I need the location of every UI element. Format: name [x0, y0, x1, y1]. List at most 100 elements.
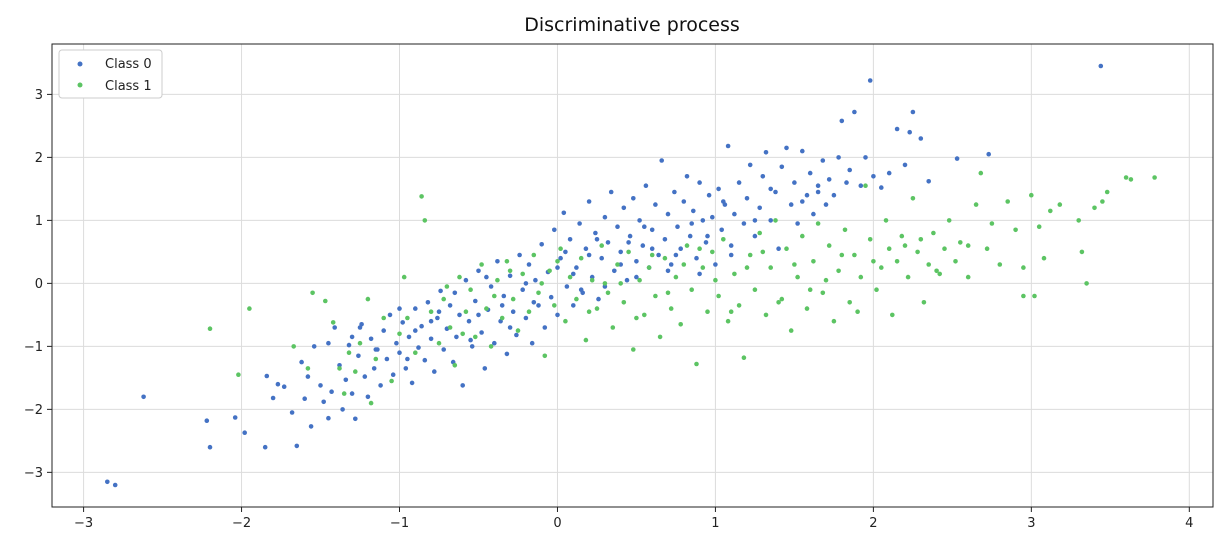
data-point-class-0 [689, 221, 694, 226]
data-point-class-1 [879, 265, 884, 270]
data-point-class-0 [520, 287, 525, 293]
data-point-class-1 [495, 277, 500, 283]
data-point-class-0 [752, 233, 758, 239]
data-point-class-0 [507, 273, 513, 279]
data-point-class-1 [886, 246, 892, 251]
legend-box [58, 49, 163, 99]
data-point-class-0 [466, 318, 472, 324]
x-tick-label: 1 [711, 516, 719, 531]
data-point-class-1 [847, 300, 852, 305]
series-class-1 [207, 170, 1157, 406]
data-point-class-1 [1029, 192, 1034, 198]
data-point-class-0 [368, 336, 374, 342]
data-point-class-0 [275, 381, 281, 387]
data-point-class-1 [965, 274, 971, 280]
data-point-class-0 [561, 210, 567, 216]
data-point-class-1 [842, 227, 848, 233]
data-point-class-0 [820, 158, 826, 163]
data-point-class-1 [804, 306, 810, 311]
data-point-class-0 [618, 262, 623, 267]
data-point-class-1 [958, 240, 963, 245]
legend: Class 0 Class 1 [58, 49, 163, 99]
data-point-class-1 [871, 259, 876, 264]
data-point-class-1 [713, 277, 718, 283]
data-point-class-0 [732, 211, 737, 217]
data-point-class-0 [618, 249, 623, 255]
data-point-class-0 [406, 334, 412, 340]
data-point-class-0 [713, 262, 718, 267]
data-point-class-0 [836, 155, 841, 160]
data-point-class-0 [858, 183, 864, 188]
data-point-class-0 [488, 284, 494, 289]
data-point-class-1 [1013, 227, 1018, 233]
data-point-class-0 [469, 344, 475, 349]
data-point-class-1 [479, 262, 484, 267]
data-point-class-1 [337, 366, 342, 371]
legend-marker-class-0 [77, 61, 83, 67]
data-point-class-1 [646, 265, 652, 270]
data-point-class-0 [548, 294, 554, 300]
data-point-class-0 [815, 183, 821, 188]
legend-marker-class-1 [77, 82, 83, 88]
data-point-class-1 [594, 306, 600, 311]
data-point-class-1 [1032, 293, 1037, 299]
data-point-class-0 [457, 312, 462, 318]
data-point-class-1 [504, 259, 510, 264]
data-point-class-0 [207, 444, 213, 450]
data-point-class-0 [784, 145, 789, 151]
data-point-class-0 [653, 202, 658, 207]
data-point-class-0 [839, 118, 845, 124]
data-point-class-0 [649, 246, 655, 251]
data-point-class-1 [389, 378, 394, 384]
data-point-class-0 [826, 177, 832, 182]
data-point-class-0 [744, 196, 750, 201]
data-point-class-0 [605, 240, 611, 245]
data-point-class-0 [894, 126, 900, 132]
data-point-class-0 [409, 380, 415, 386]
data-point-class-0 [311, 344, 317, 349]
data-point-class-0 [815, 189, 821, 195]
data-point-class-0 [558, 255, 563, 261]
x-tick-label: 2 [869, 516, 877, 531]
data-point-class-1 [236, 372, 241, 378]
data-point-class-1 [499, 315, 505, 321]
data-point-class-1 [839, 252, 845, 258]
y-tick-label: −2 [24, 403, 43, 418]
data-point-class-1 [330, 320, 336, 325]
data-point-class-0 [1098, 63, 1104, 69]
data-point-class-0 [242, 430, 247, 436]
data-point-class-0 [807, 170, 813, 176]
data-point-class-0 [697, 180, 702, 185]
data-point-class-1 [520, 271, 525, 277]
data-points [105, 63, 1157, 488]
y-tick-label: 1 [35, 214, 43, 229]
data-point-class-0 [416, 345, 421, 350]
data-point-class-1 [1021, 293, 1026, 299]
data-point-class-0 [642, 224, 647, 229]
data-point-class-0 [452, 290, 458, 296]
data-point-class-0 [332, 325, 338, 330]
data-point-class-0 [232, 415, 238, 420]
data-point-class-1 [531, 252, 537, 258]
data-point-class-0 [343, 377, 349, 383]
data-point-class-1 [365, 296, 371, 302]
x-tick-label: −3 [74, 516, 93, 531]
data-point-class-0 [593, 230, 598, 236]
data-point-class-1 [689, 287, 694, 293]
data-point-class-0 [507, 325, 513, 330]
data-point-class-1 [547, 268, 552, 274]
data-point-class-0 [384, 356, 390, 362]
data-point-class-0 [986, 151, 991, 157]
data-point-class-0 [643, 183, 649, 188]
data-point-class-1 [779, 296, 785, 302]
data-point-class-1 [357, 340, 363, 346]
data-point-class-1 [413, 350, 418, 356]
data-point-class-0 [571, 271, 576, 277]
data-point-class-1 [741, 355, 747, 361]
data-point-class-0 [721, 199, 726, 204]
data-point-class-0 [473, 298, 478, 304]
data-point-class-0 [811, 211, 816, 217]
data-point-class-1 [858, 274, 864, 280]
data-point-class-1 [855, 309, 860, 315]
data-point-class-1 [583, 337, 589, 343]
